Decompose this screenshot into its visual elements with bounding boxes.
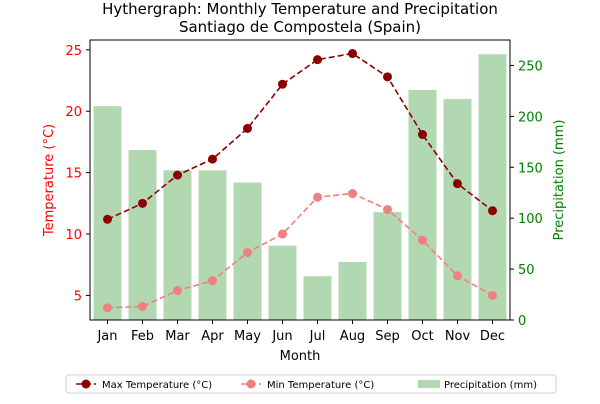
plot-frame (89, 39, 511, 321)
x-tick-label: Dec (480, 329, 505, 344)
x-axis-label: Month (280, 349, 321, 364)
precipitation-bar (443, 99, 472, 321)
series-point-1 (243, 247, 252, 257)
y-left-tick-label: 25 (65, 44, 82, 59)
y-left-tick-label: 10 (65, 228, 82, 243)
series-point-0 (418, 130, 427, 140)
series-point-1 (173, 286, 182, 296)
series-point-0 (313, 55, 322, 65)
temperature-lines (103, 49, 497, 313)
precipitation-bars (93, 54, 507, 321)
y-right-tick-label: 200 (518, 110, 543, 125)
x-tick-label: Jan (96, 329, 117, 344)
series-point-1 (208, 276, 217, 286)
series-point-0 (173, 170, 182, 180)
series-point-0 (453, 179, 462, 189)
legend-entry-label: Min Temperature (°C) (267, 380, 374, 391)
y-left-tick-label: 5 (74, 289, 82, 304)
axes: Jan Feb Mar Apr May Jun Jul Aug Sep Oct Nov Dec Mont… (42, 39, 567, 364)
series-line-0 (107, 52, 493, 221)
y-right-axis-label: Precipitation (mm) (552, 120, 567, 241)
y-right-tick-label: 100 (518, 212, 543, 227)
series-point-0 (243, 123, 252, 133)
series-point-1 (488, 290, 497, 300)
y-right-tick-label: 50 (518, 263, 535, 278)
legend-bar-swatch (418, 380, 440, 388)
legend-marker-swatch (81, 379, 91, 389)
x-tick-label: May (234, 329, 261, 344)
x-tick-label: Aug (340, 329, 365, 344)
precipitation-bar (198, 170, 227, 320)
chart-title-line: Santiago de Compostela (Spain) (179, 18, 421, 36)
series-line-1 (107, 192, 493, 309)
series-point-0 (138, 198, 147, 208)
legend-entry-label: Precipitation (mm) (444, 380, 537, 391)
y-right-tick-label: 0 (518, 314, 526, 329)
precipitation-bar (338, 261, 367, 320)
series-point-1 (278, 229, 287, 239)
legend: Max Temperature (°C) Min Temperature (°C)… (65, 374, 557, 394)
precipitation-bar (303, 276, 332, 320)
series-point-1 (348, 189, 357, 199)
series-point-1 (313, 192, 322, 202)
x-tick-label: Mar (165, 329, 190, 344)
x-tick-label: Jul (309, 329, 326, 344)
y-left-tick-label: 20 (65, 105, 82, 120)
chart-title: Hythergraph: Monthly Temperature and Pre… (102, 0, 498, 36)
legend-marker-swatch (246, 379, 256, 389)
series-point-1 (418, 235, 427, 245)
precipitation-bar (408, 89, 437, 321)
series-point-1 (103, 303, 112, 313)
y-right-tick-label: 150 (518, 161, 543, 176)
legend-box (65, 374, 557, 394)
x-tick-label: Oct (411, 329, 433, 344)
precipitation-bar (373, 212, 402, 320)
precipitation-bar (128, 149, 157, 320)
series-point-1 (138, 301, 147, 311)
series-point-0 (208, 154, 217, 164)
legend-entry-label: Max Temperature (°C) (102, 380, 212, 391)
series-point-0 (488, 206, 497, 216)
x-tick-label: Sep (375, 329, 400, 344)
series-point-1 (453, 271, 462, 281)
x-tick-label: Apr (201, 329, 224, 344)
series-point-1 (383, 204, 392, 214)
precipitation-bar (93, 106, 122, 320)
series-point-0 (348, 49, 357, 59)
series-point-0 (278, 79, 287, 89)
y-left-axis-label: Temperature (°C) (42, 124, 57, 237)
x-tick-label: Jun (271, 329, 292, 344)
precipitation-bar (163, 170, 192, 320)
y-right-tick-label: 250 (518, 59, 543, 74)
chart-title-line: Hythergraph: Monthly Temperature and Pre… (102, 0, 498, 18)
series-point-0 (103, 214, 112, 224)
y-left-tick-label: 15 (65, 167, 82, 182)
precipitation-bar (478, 54, 507, 320)
x-tick-label: Nov (445, 329, 471, 344)
series-point-0 (383, 72, 392, 82)
precipitation-bar (268, 245, 297, 320)
x-tick-label: Feb (131, 329, 154, 344)
